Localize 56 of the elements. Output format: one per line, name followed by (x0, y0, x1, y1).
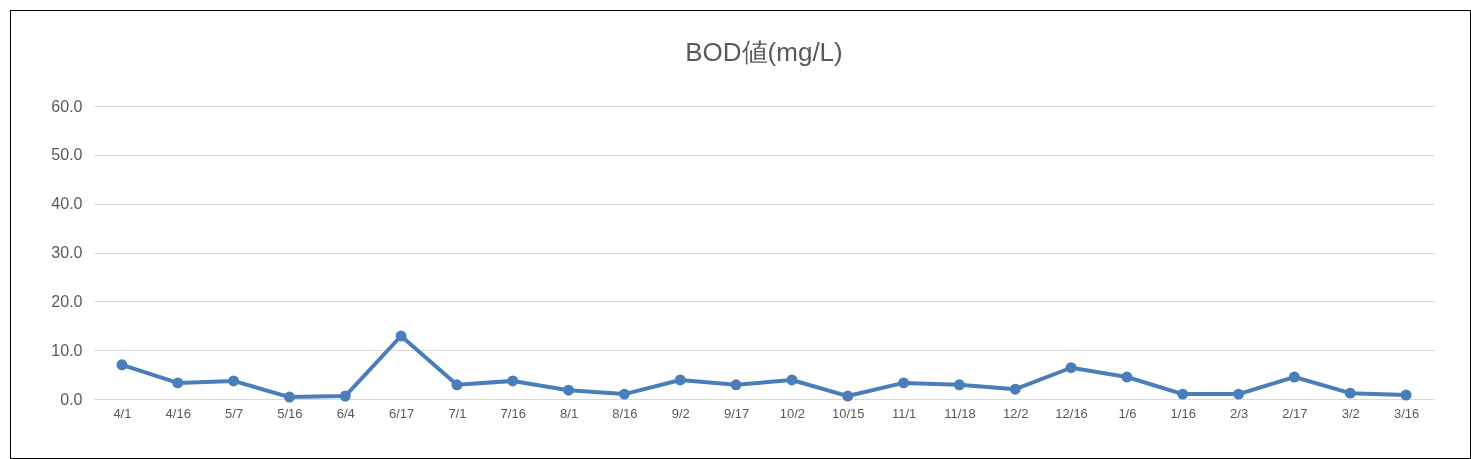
point (116, 359, 128, 371)
point (1009, 383, 1021, 395)
x-tick-label: 4/1 (113, 405, 132, 421)
point (172, 377, 184, 389)
point (1121, 371, 1133, 383)
point (339, 390, 351, 402)
point (730, 379, 742, 391)
y-tick-label: 30.0 (51, 244, 83, 261)
x-tick-label: 12/16 (1055, 405, 1088, 421)
point (228, 375, 240, 387)
chart-title: BOD値(mg/L) (685, 37, 843, 67)
x-tick-label: 9/2 (671, 405, 690, 421)
point (898, 377, 910, 389)
y-tick-label: 40.0 (51, 195, 83, 213)
point (395, 330, 407, 342)
x-tick-label: 7/16 (500, 405, 526, 421)
point (842, 390, 854, 402)
x-tick-label: 3/2 (1341, 405, 1360, 421)
x-tick-label: 10/2 (779, 405, 806, 421)
point (674, 374, 686, 386)
x-tick-label: 4/16 (165, 405, 191, 421)
y-tick-label: 0.0 (60, 390, 83, 408)
point (1400, 389, 1412, 401)
x-tick-label: 6/17 (388, 405, 415, 421)
point (1288, 371, 1300, 383)
x-tick-label: 3/16 (1393, 405, 1420, 421)
point (563, 384, 575, 396)
point (1065, 362, 1077, 374)
y-tick-label: 60.0 (51, 97, 83, 115)
x-tick-label: 10/15 (831, 405, 865, 421)
x-tick-label: 5/16 (277, 405, 303, 421)
point (451, 379, 463, 391)
x-tick-label: 12/2 (1003, 405, 1029, 421)
point (1344, 387, 1356, 399)
x-tick-label: 8/16 (612, 405, 638, 421)
x-tick-label: 1/6 (1118, 405, 1137, 421)
point (786, 374, 798, 386)
x-tick-label: 2/17 (1282, 405, 1308, 421)
y-tick-label: 10.0 (51, 341, 83, 359)
x-tick-label: 1/16 (1170, 405, 1196, 421)
y-tick-label: 20.0 (51, 292, 83, 310)
x-tick-label: 11/18 (944, 405, 976, 421)
point (1177, 388, 1189, 400)
x-tick-label: 5/7 (225, 405, 244, 421)
y-tick-label: 50.0 (51, 146, 83, 164)
x-tick-label: 9/17 (723, 405, 750, 421)
point (507, 375, 519, 387)
point (618, 388, 630, 400)
point (1233, 388, 1245, 400)
x-tick-label: 11/1 (891, 405, 917, 421)
point (283, 391, 295, 403)
x-tick-label: 6/4 (336, 405, 355, 421)
x-tick-label: 7/1 (448, 405, 467, 421)
x-tick-label: 8/1 (560, 405, 579, 421)
point (953, 379, 965, 391)
x-tick-label: 2/3 (1230, 405, 1249, 421)
